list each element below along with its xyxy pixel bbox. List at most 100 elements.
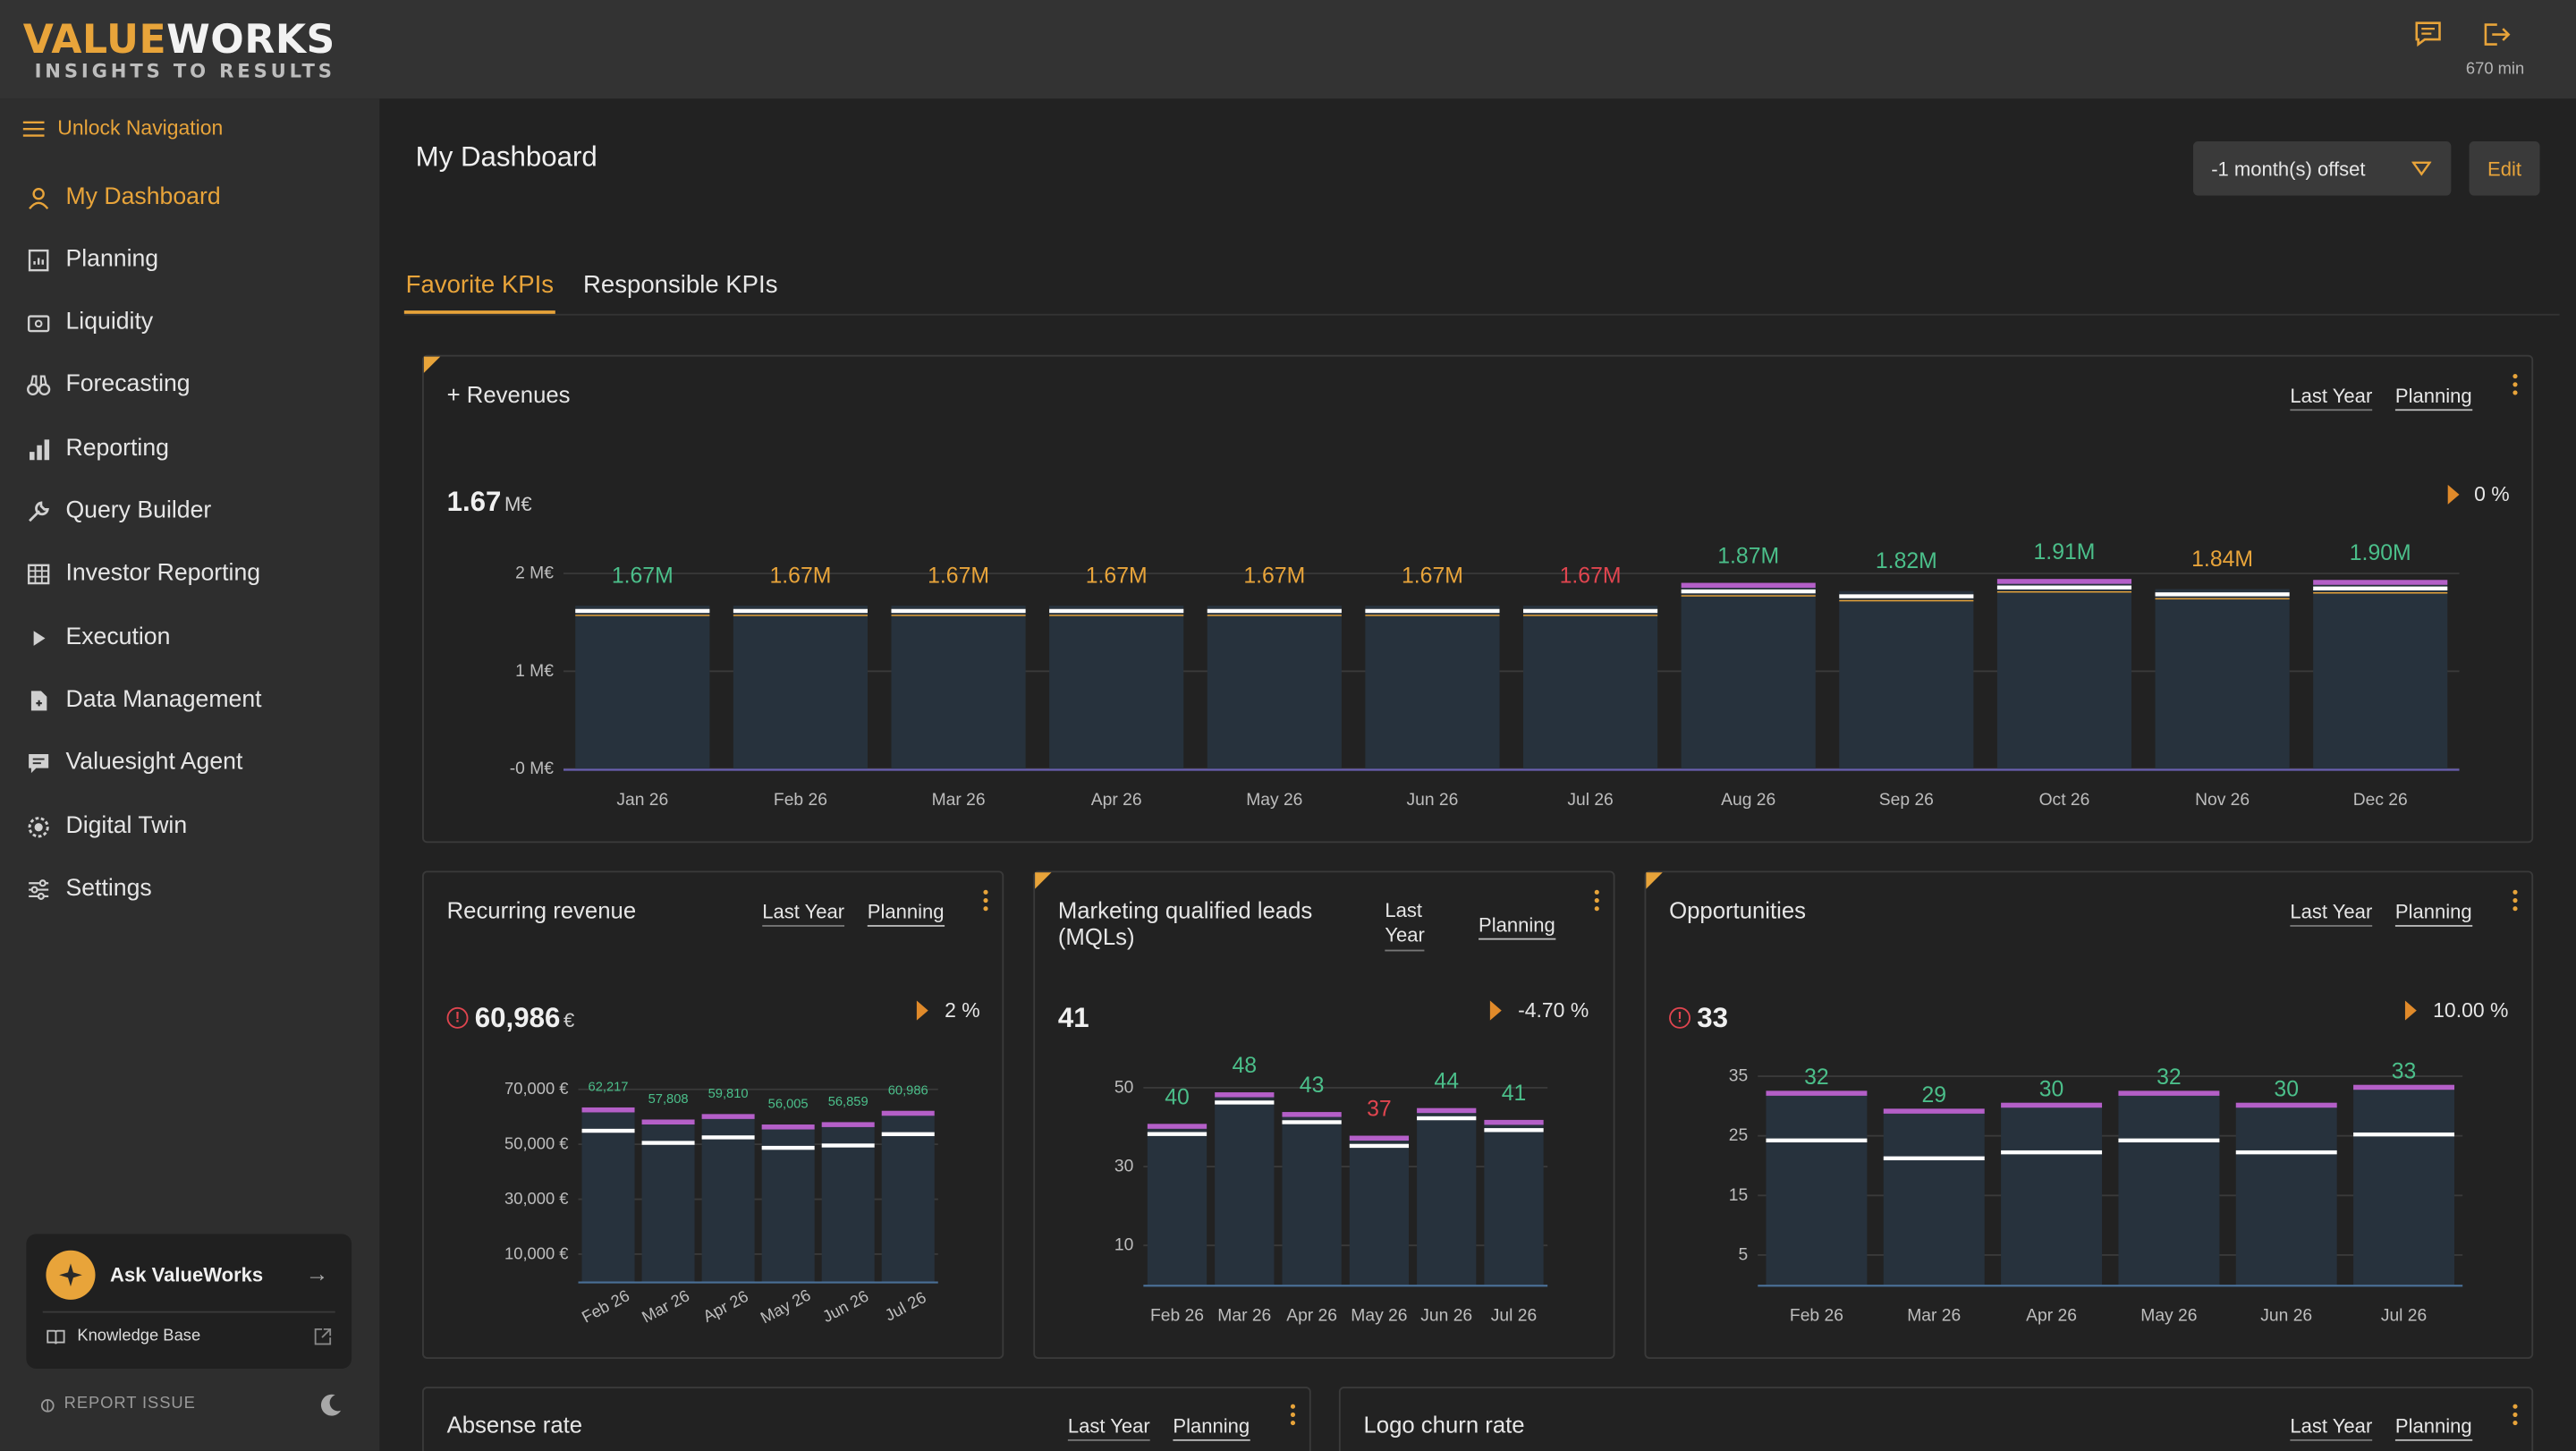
alert-icon[interactable]: ! xyxy=(446,1006,469,1029)
sidebar-item-valuesight-agent[interactable]: Valuesight Agent xyxy=(26,750,242,776)
logo-churn-rate-card: Logo churn rate Last Year Planning xyxy=(1338,1387,2534,1451)
table-icon xyxy=(27,563,50,584)
last-year-marker xyxy=(2353,1084,2455,1090)
logo[interactable]: VALUEWORKS INSIGHTS TO RESULTS xyxy=(23,20,335,81)
recurring-last-year-link[interactable]: Last Year xyxy=(762,901,845,927)
more-menu-icon[interactable] xyxy=(982,889,988,912)
top-bar: VALUEWORKS INSIGHTS TO RESULTS 670 min xyxy=(0,0,2576,99)
revenues-value: 1.67 xyxy=(446,486,502,518)
mql-last-year-line1: Last xyxy=(1385,898,1423,922)
planning-marker xyxy=(1417,1116,1477,1121)
data-label: 57,808 xyxy=(648,1092,689,1107)
data-label: 40 xyxy=(1165,1085,1190,1109)
opportunities-planning-link[interactable]: Planning xyxy=(2394,901,2472,927)
absense-planning-link[interactable]: Planning xyxy=(1173,1414,1250,1441)
bar xyxy=(821,1125,875,1282)
last-year-marker xyxy=(761,1124,815,1130)
sidebar-item-reporting[interactable]: Reporting xyxy=(26,436,169,462)
alert-icon[interactable]: ! xyxy=(1669,1006,1690,1029)
opportunities-last-year-link[interactable]: Last Year xyxy=(2290,901,2373,927)
churn-planning-link[interactable]: Planning xyxy=(2394,1414,2472,1441)
sidebar-item-settings[interactable]: Settings xyxy=(26,876,152,902)
more-menu-icon[interactable] xyxy=(1290,1404,1296,1427)
sidebar-item-label: Digital Twin xyxy=(65,813,188,840)
absense-rate-title[interactable]: Absense rate xyxy=(446,1411,583,1438)
sidebar-item-data-management[interactable]: Data Management xyxy=(26,687,262,713)
ask-valueworks-button[interactable]: Ask ValueWorks xyxy=(110,1263,264,1287)
external-link-icon[interactable] xyxy=(314,1328,332,1345)
mql-change: -4.70 % xyxy=(1518,998,1589,1022)
y-tick-label: 30,000 € xyxy=(504,1189,568,1208)
wallet-icon xyxy=(27,314,50,332)
logout-icon[interactable] xyxy=(2482,21,2512,47)
data-label: 30 xyxy=(2274,1077,2299,1101)
edit-button[interactable]: Edit xyxy=(2469,140,2540,196)
opportunities-title[interactable]: Opportunities xyxy=(1669,896,1807,924)
revenues-planning-link[interactable]: Planning xyxy=(2394,385,2472,412)
x-tick-label: Feb 26 xyxy=(1790,1307,1843,1326)
feedback-icon[interactable] xyxy=(2413,21,2443,47)
revenues-last-year-link[interactable]: Last Year xyxy=(2290,385,2373,412)
ask-valueworks-panel: Ask ValueWorks → Knowledge Base xyxy=(26,1234,352,1369)
moon-icon[interactable] xyxy=(317,1392,343,1418)
planning-marker xyxy=(2313,586,2448,591)
x-tick-label: Jun 26 xyxy=(2260,1307,2312,1326)
last-year-marker xyxy=(1282,1112,1342,1117)
last-year-marker xyxy=(581,1107,635,1113)
recurring-unit: € xyxy=(563,1008,575,1032)
bar xyxy=(1207,606,1342,769)
more-menu-icon[interactable] xyxy=(2512,889,2518,912)
sidebar-item-digital-twin[interactable]: Digital Twin xyxy=(26,813,188,840)
x-tick-label: Jun 26 xyxy=(819,1286,872,1326)
sidebar-item-execution[interactable]: Execution xyxy=(26,624,170,650)
knowledge-base-link[interactable]: Knowledge Base xyxy=(77,1328,201,1346)
y-tick-label: 50 xyxy=(1114,1078,1133,1097)
sidebar-item-my-dashboard[interactable]: My Dashboard xyxy=(26,184,221,210)
mql-last-year-link[interactable]: Last Year xyxy=(1385,899,1425,952)
x-tick-label: Mar 26 xyxy=(1907,1307,1961,1326)
x-tick-label: Jul 26 xyxy=(1567,791,1613,810)
absense-last-year-link[interactable]: Last Year xyxy=(1067,1414,1150,1441)
sidebar-item-forecasting[interactable]: Forecasting xyxy=(26,371,191,397)
logo-churn-rate-title[interactable]: Logo churn rate xyxy=(1363,1411,1525,1438)
unlock-navigation-button[interactable]: Unlock Navigation xyxy=(22,116,224,140)
mql-title[interactable]: Marketing qualified leads (MQLs) xyxy=(1058,897,1312,950)
x-tick-label: Feb 26 xyxy=(1150,1307,1204,1326)
sidebar-item-investor-reporting[interactable]: Investor Reporting xyxy=(26,560,261,587)
more-menu-icon[interactable] xyxy=(2512,1404,2518,1427)
data-label: 1.82M xyxy=(1876,549,1937,573)
last-year-marker xyxy=(641,1119,695,1124)
last-year-marker xyxy=(1681,582,1816,589)
sidebar-item-planning[interactable]: Planning xyxy=(26,247,158,273)
recurring-planning-link[interactable]: Planning xyxy=(867,901,945,927)
last-year-marker xyxy=(2313,580,2448,585)
data-label: 1.90M xyxy=(2350,541,2411,565)
recurring-revenue-title[interactable]: Recurring revenue xyxy=(446,896,637,924)
arrow-right-icon[interactable]: → xyxy=(305,1260,329,1287)
bar xyxy=(1349,1139,1410,1286)
revenues-chart: -0 M€ 1 M€ 2 M€ 1.67M Jan 26 1.67M Feb 26 1.67M… xyxy=(510,540,2460,810)
planning-marker xyxy=(701,1135,755,1140)
revenues-title[interactable]: + Revenues xyxy=(446,381,571,408)
x-tick-label: Jul 26 xyxy=(2381,1307,2427,1326)
mql-planning-link[interactable]: Planning xyxy=(1479,913,1555,940)
churn-last-year-link[interactable]: Last Year xyxy=(2290,1414,2373,1441)
x-tick-label: Feb 26 xyxy=(579,1286,632,1326)
more-menu-icon[interactable] xyxy=(1594,889,1600,912)
planning-marker xyxy=(641,1141,695,1145)
offset-select[interactable]: -1 month(s) offset xyxy=(2192,140,2452,196)
last-year-marker xyxy=(881,1110,935,1116)
sidebar-item-liquidity[interactable]: Liquidity xyxy=(26,309,153,335)
y-tick-label: 50,000 € xyxy=(504,1134,568,1153)
sidebar-item-query-builder[interactable]: Query Builder xyxy=(26,498,211,524)
tab-responsible-kpis[interactable]: Responsible KPIs xyxy=(583,271,778,300)
report-issue-button[interactable]: REPORT ISSUE xyxy=(39,1395,196,1413)
tab-favorite-kpis[interactable]: Favorite KPIs xyxy=(405,271,555,300)
bar xyxy=(1766,1094,1868,1286)
sidebar-item-label: Investor Reporting xyxy=(65,560,261,587)
data-label: 32 xyxy=(2157,1065,2182,1090)
report-issue-label: REPORT ISSUE xyxy=(64,1395,196,1413)
last-year-marker xyxy=(1147,1124,1208,1129)
more-menu-icon[interactable] xyxy=(2512,373,2518,396)
page-title: My Dashboard xyxy=(415,140,597,173)
